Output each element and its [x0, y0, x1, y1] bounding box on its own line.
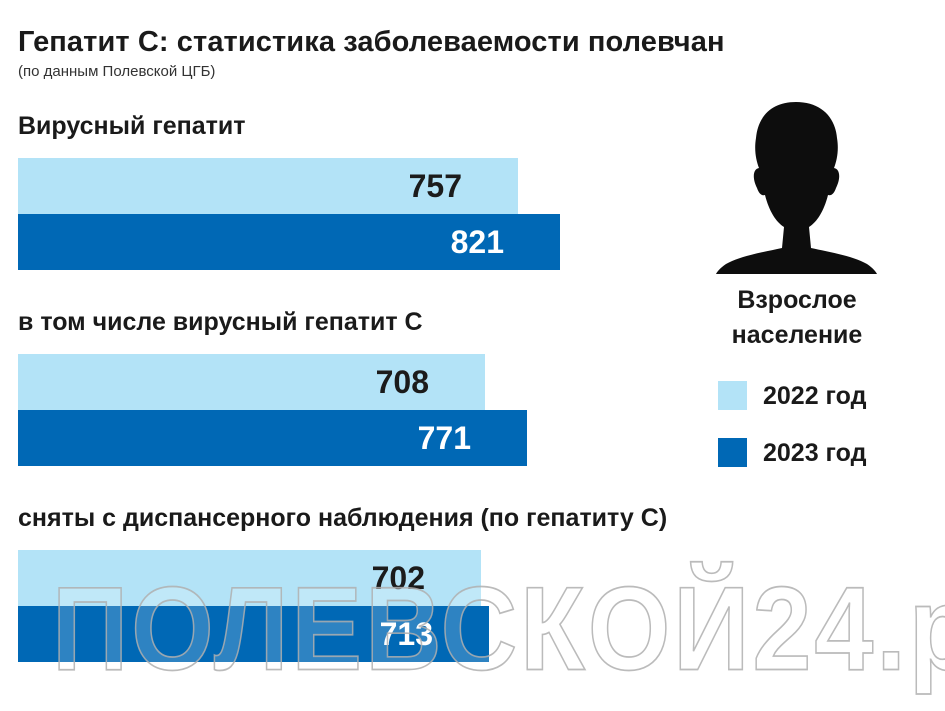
bar-2022: 708	[18, 354, 485, 410]
population-label: Взрослое население	[712, 283, 882, 353]
chart-title: Гепатит С: статистика заболеваемости пол…	[18, 26, 725, 58]
person-silhouette-icon	[716, 102, 877, 274]
bar-value-label: 713	[379, 616, 433, 652]
bar-2023: 771	[18, 410, 527, 466]
legend-swatch-2023	[718, 438, 747, 467]
bar-2023: 821	[18, 214, 560, 270]
legend-label-2023: 2023 год	[763, 439, 867, 467]
legend-label-2022: 2022 год	[763, 382, 867, 410]
legend-swatch-2022	[718, 381, 747, 410]
category-label: сняты с диспансерного наблюдения (по геп…	[18, 504, 668, 532]
bar-2023: 713	[18, 606, 489, 662]
population-label-line1: Взрослое	[737, 286, 857, 314]
bar-value-label: 821	[450, 224, 504, 260]
bar-2022: 757	[18, 158, 518, 214]
bar-value-label: 771	[417, 420, 471, 456]
bar-value-label: 708	[375, 364, 429, 400]
category-label: Вирусный гепатит	[18, 112, 246, 140]
bar-value-label: 757	[408, 168, 462, 204]
chart-subtitle: (по данным Полевской ЦГБ)	[18, 63, 216, 80]
bar-value-label: 702	[371, 560, 425, 596]
population-label-line2: население	[731, 321, 863, 349]
bar-2022: 702	[18, 550, 481, 606]
category-label: в том числе вирусный гепатит С	[18, 308, 423, 336]
